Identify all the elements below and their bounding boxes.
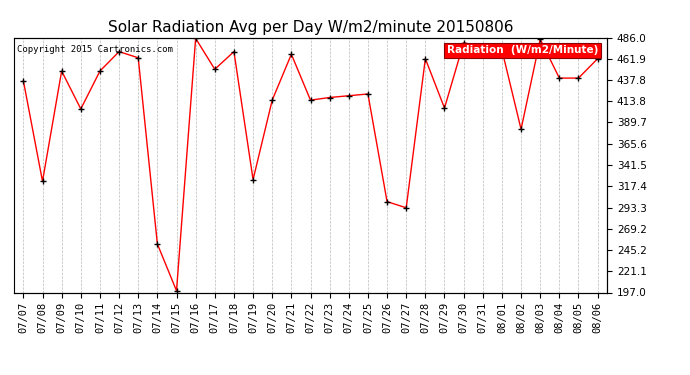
Text: Copyright 2015 Cartronics.com: Copyright 2015 Cartronics.com — [17, 45, 172, 54]
Title: Solar Radiation Avg per Day W/m2/minute 20150806: Solar Radiation Avg per Day W/m2/minute … — [108, 20, 513, 35]
Text: Radiation  (W/m2/Minute): Radiation (W/m2/Minute) — [447, 45, 598, 55]
